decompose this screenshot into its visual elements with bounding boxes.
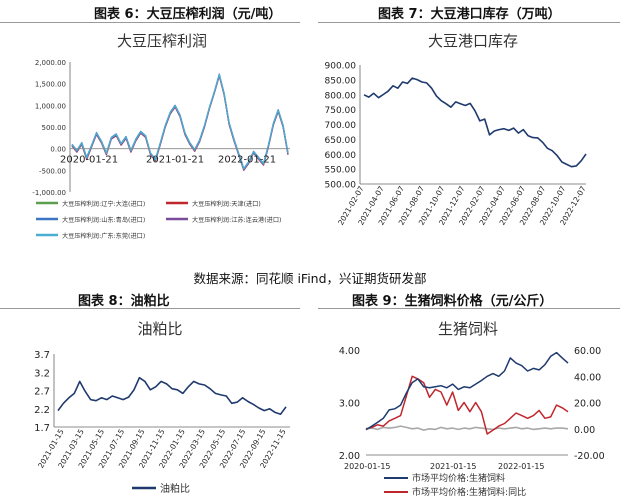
stock-y-tick: 650.00 — [325, 136, 357, 146]
feed-right-tick: 0.00 — [574, 425, 595, 436]
crush-legend-label: 大豆压榨利润:天津(进口) — [192, 200, 261, 208]
fig8-title: 图表 8：油粕比 — [78, 294, 170, 309]
feed-left-axis: 4.00 3.00 2.00 — [339, 346, 360, 462]
crush-y-axis: 2,000.00 1,500.00 1,000.00 500.00 0.00 -500.0… — [32, 59, 71, 197]
feed-right-tick: -20.00 — [574, 451, 605, 462]
fig6-title: 图表 6：大豆压榨利润（元/吨） — [94, 7, 282, 22]
feed-right-tick: 20.00 — [574, 399, 601, 410]
feed-x-axis: 2020-01-15 2021-01-15 2022-01-15 — [344, 454, 568, 471]
feed-x-tick: 2021-01-15 — [430, 462, 477, 471]
feed-right-tick: 60.00 — [574, 346, 601, 357]
crush-y-tick: 500.00 — [42, 124, 67, 132]
crush-legend: 大豆压榨利润:辽宁:大连(进口) 大豆压榨利润:天津(进口) 大豆压榨利润:山东:青… — [36, 200, 281, 240]
oilmeal-y-tick: 1.7 — [34, 423, 50, 434]
stock-y-axis: 900.00 850.00 800.00 750.00 700.00 650.00 600.… — [325, 62, 361, 191]
feed-x-tick: 2022-01-15 — [498, 462, 545, 471]
oilmeal-y-axis: 3.7 3.2 2.7 2.2 1.7 — [34, 350, 55, 434]
fig9-title: 图表 9：生猪饲料价格（元/公斤） — [352, 294, 553, 309]
stock-y-tick: 700.00 — [325, 121, 357, 131]
oilmeal-y-tick: 3.7 — [34, 350, 50, 361]
oil-meal-chart: 油粕比 3.7 3.2 2.7 2.2 1.7 2021-01-152021-03-15… — [34, 320, 290, 495]
crush-y-tick: 0.00 — [50, 146, 66, 154]
crush-y-tick: 1,500.00 — [35, 81, 66, 89]
stock-chart-title: 大豆港口库存 — [428, 32, 518, 50]
stock-lines — [363, 77, 587, 168]
crush-x-tick: 2020-01-21 — [60, 155, 118, 166]
crush-legend-label: 大豆压榨利润:辽宁:大连(进口) — [62, 200, 145, 208]
mid-rule-left — [0, 308, 300, 309]
feed-legend-label: 市场平均价格:生猪饲料:同比 — [412, 486, 526, 498]
feed-series-line — [365, 351, 569, 431]
stock-y-tick: 800.00 — [325, 91, 357, 101]
crush-y-tick: -500.00 — [39, 167, 66, 175]
stock-y-tick: 600.00 — [325, 151, 357, 161]
crush-legend-label: 大豆压榨利润:广东:东莞(进口) — [62, 232, 145, 240]
oilmeal-lines — [57, 376, 287, 415]
crush-x-axis: 2020-01-21 2021-01-21 2022-01-21 — [60, 155, 276, 166]
data-source-note: 数据来源：同花顺 iFind，兴证期货研发部 — [193, 271, 427, 286]
oilmeal-legend: 油粕比 — [132, 482, 190, 495]
oilmeal-y-tick: 2.7 — [34, 387, 50, 398]
feed-right-axis: 60.00 40.00 20.00 0.00 -20.00 — [574, 346, 605, 462]
feed-left-tick: 3.00 — [339, 399, 360, 410]
oilmeal-y-tick: 2.2 — [34, 405, 50, 416]
stock-y-tick: 850.00 — [325, 76, 357, 86]
feed-lines — [365, 351, 569, 435]
oilmeal-series-line — [57, 376, 287, 415]
stock-y-tick: 500.00 — [325, 181, 357, 191]
feed-left-tick: 4.00 — [339, 346, 360, 357]
feed-series-line — [365, 375, 569, 435]
crush-chart-title: 大豆压榨利润 — [117, 32, 207, 50]
crush-y-tick: 1,000.00 — [35, 102, 66, 110]
crush-profit-chart: 大豆压榨利润 2,000.00 1,500.00 1,000.00 500.00 0.0… — [32, 32, 290, 240]
top-rule-left — [0, 22, 300, 23]
feed-left-tick: 2.00 — [339, 451, 360, 462]
feed-right-tick: 40.00 — [574, 372, 601, 383]
stock-y-tick: 750.00 — [325, 106, 357, 116]
feed-chart-title: 生猪饲料 — [438, 320, 498, 338]
fig7-title: 图表 7：大豆港口库存（万吨） — [378, 7, 561, 22]
port-stock-chart: 大豆港口库存 900.00 850.00 800.00 750.00 700.00 650… — [325, 32, 588, 227]
hog-feed-chart: 生猪饲料 4.00 3.00 2.00 60.00 40.00 20.00 0.00 -20… — [339, 320, 605, 498]
stock-y-tick: 900.00 — [325, 62, 357, 72]
oilmeal-legend-label: 油粕比 — [160, 482, 190, 495]
crush-series-line — [71, 73, 289, 170]
crush-y-tick: -1,000.00 — [32, 189, 66, 197]
oilmeal-y-tick: 3.2 — [34, 368, 50, 379]
stock-x-axis: 2021-02-072021-04-072021-06-072021-08-07… — [336, 183, 588, 227]
crush-x-tick: 2022-01-21 — [218, 155, 276, 166]
mid-rule-right — [318, 308, 620, 309]
stock-y-tick: 550.00 — [325, 166, 357, 176]
feed-legend-label: 市场平均价格:生猪饲料 — [412, 472, 505, 484]
oilmeal-chart-title: 油粕比 — [137, 320, 182, 338]
feed-x-tick: 2020-01-15 — [344, 462, 391, 471]
stock-series-line — [363, 77, 587, 168]
crush-legend-label: 大豆压榨利润:山东:青岛(进口) — [62, 216, 145, 224]
oilmeal-x-axis: 2021-01-152021-03-152021-05-152021-07-15… — [36, 426, 290, 470]
feed-series-line — [365, 425, 569, 431]
top-rule-right — [318, 22, 620, 23]
crush-y-tick: 2,000.00 — [35, 59, 66, 67]
crush-x-tick: 2021-01-21 — [146, 155, 204, 166]
crush-legend-label: 大豆压榨利润:江苏:连云港(进口) — [192, 216, 281, 224]
